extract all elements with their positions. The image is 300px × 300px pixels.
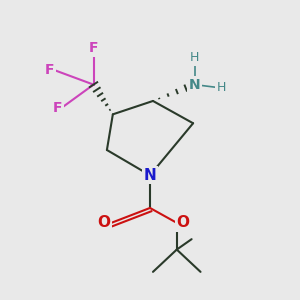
Text: H: H xyxy=(190,51,199,64)
Text: O: O xyxy=(176,215,189,230)
Text: H: H xyxy=(217,81,226,94)
Text: N: N xyxy=(144,168,156,183)
Text: O: O xyxy=(98,215,110,230)
Text: N: N xyxy=(189,78,200,92)
Text: F: F xyxy=(53,101,63,116)
Text: F: F xyxy=(89,41,98,56)
Text: F: F xyxy=(45,63,55,77)
